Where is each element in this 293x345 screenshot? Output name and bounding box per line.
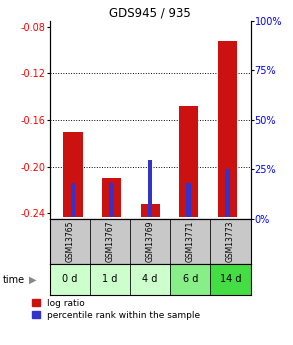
Bar [218, 41, 237, 217]
Bar [186, 184, 191, 217]
Bar [170, 219, 210, 264]
Title: GDS945 / 935: GDS945 / 935 [109, 7, 191, 20]
Text: GSM13765: GSM13765 [65, 221, 74, 262]
Bar [179, 106, 198, 217]
Bar [50, 219, 90, 264]
Bar [71, 184, 75, 217]
Bar [63, 131, 83, 217]
Text: time: time [3, 275, 25, 285]
Bar [225, 169, 230, 217]
Bar [148, 159, 152, 217]
Bar [141, 204, 160, 217]
Text: 4 d: 4 d [142, 275, 158, 284]
Bar [50, 264, 90, 295]
Bar [109, 184, 114, 217]
Bar [90, 264, 130, 295]
Text: 14 d: 14 d [220, 275, 241, 284]
Text: GSM13767: GSM13767 [105, 221, 115, 262]
Text: 6 d: 6 d [183, 275, 198, 284]
Text: ▶: ▶ [29, 275, 37, 285]
Bar [210, 219, 251, 264]
Bar [130, 264, 170, 295]
Bar [130, 219, 170, 264]
Legend: log ratio, percentile rank within the sample: log ratio, percentile rank within the sa… [32, 299, 200, 320]
Text: 0 d: 0 d [62, 275, 78, 284]
Bar [90, 219, 130, 264]
Bar [102, 178, 121, 217]
Text: GSM13769: GSM13769 [146, 221, 155, 262]
Text: GSM13773: GSM13773 [226, 221, 235, 262]
Bar [210, 264, 251, 295]
Text: 1 d: 1 d [102, 275, 118, 284]
Text: GSM13771: GSM13771 [186, 221, 195, 262]
Bar [170, 264, 210, 295]
